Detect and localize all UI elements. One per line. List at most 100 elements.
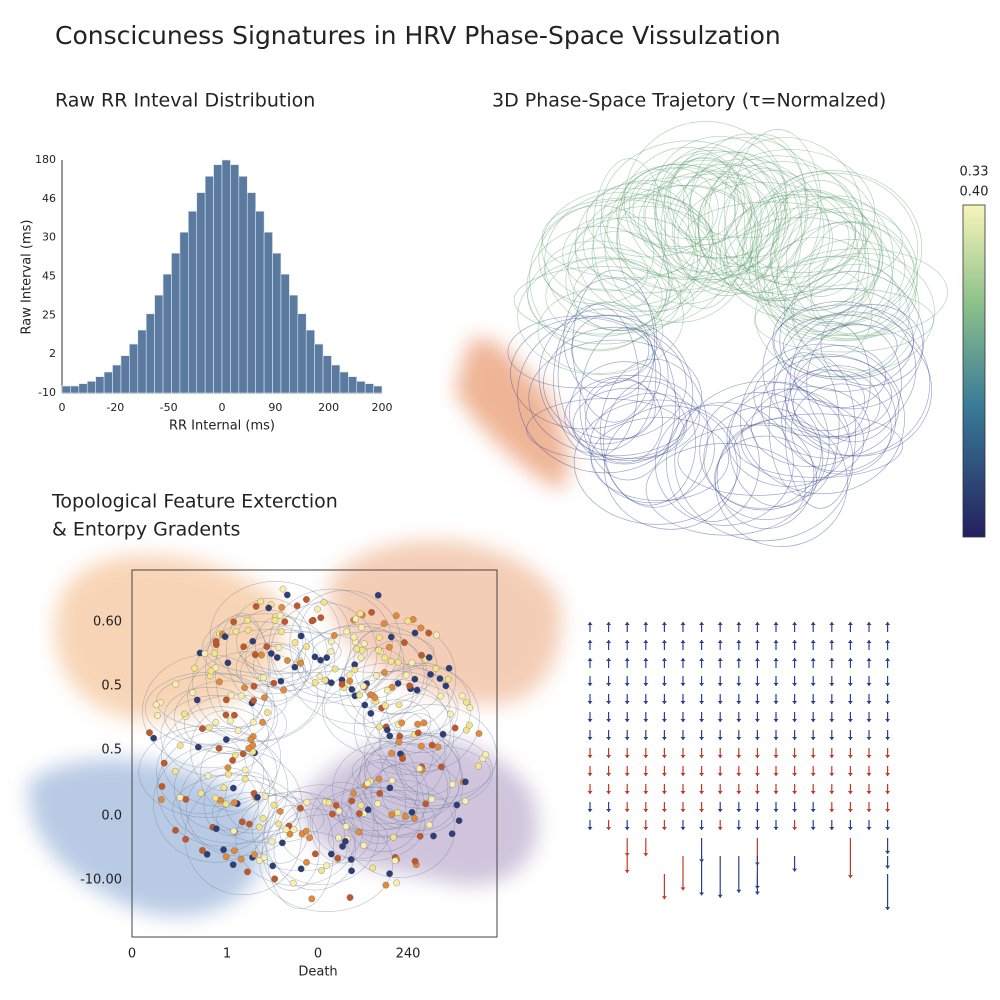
point bbox=[375, 723, 383, 731]
bar bbox=[70, 385, 80, 394]
point bbox=[444, 675, 452, 683]
point bbox=[376, 790, 384, 797]
trajectory-loop bbox=[654, 402, 794, 526]
point bbox=[252, 603, 260, 610]
x-axis-label: Death bbox=[298, 965, 337, 980]
point bbox=[245, 745, 253, 752]
arrow-head bbox=[643, 719, 649, 722]
arrow-head bbox=[606, 719, 612, 722]
trajectory-loop bbox=[590, 416, 730, 502]
point bbox=[194, 743, 202, 751]
point bbox=[428, 741, 436, 749]
ring-loop bbox=[240, 631, 369, 674]
point bbox=[303, 798, 311, 806]
arrow-head bbox=[680, 791, 686, 794]
trajectory-loop bbox=[749, 172, 919, 325]
arrow-head bbox=[736, 719, 742, 722]
arrow-head bbox=[866, 737, 872, 740]
arrow-head bbox=[885, 791, 891, 794]
trajectory-loop bbox=[572, 269, 656, 423]
point bbox=[230, 799, 238, 806]
trajectory-loop bbox=[776, 221, 918, 341]
arrow-head bbox=[754, 658, 760, 661]
x-tick-label: -20 bbox=[106, 401, 124, 414]
arrow-head bbox=[810, 773, 816, 776]
point bbox=[317, 656, 324, 664]
arrow-head bbox=[699, 791, 705, 794]
point bbox=[293, 602, 301, 610]
point bbox=[375, 646, 382, 654]
point bbox=[254, 794, 261, 801]
arrow-head bbox=[866, 719, 872, 722]
arrow-head bbox=[587, 773, 593, 776]
trajectory-loop bbox=[638, 170, 789, 274]
point bbox=[346, 894, 354, 901]
arrow-head bbox=[792, 755, 798, 758]
arrow-head bbox=[847, 701, 853, 704]
arrow-head bbox=[792, 791, 798, 794]
trajectory-loop bbox=[673, 176, 778, 292]
trajectory-loop bbox=[565, 230, 673, 331]
arrow-head bbox=[847, 737, 853, 740]
point bbox=[396, 732, 404, 740]
point bbox=[225, 770, 232, 778]
blob bbox=[455, 338, 569, 490]
arrow-head bbox=[717, 894, 723, 898]
point bbox=[445, 664, 453, 672]
arrow-head bbox=[866, 658, 872, 661]
point bbox=[338, 680, 346, 688]
bar bbox=[272, 252, 282, 394]
arrow-head bbox=[885, 701, 891, 704]
point bbox=[416, 832, 424, 840]
point bbox=[433, 631, 440, 639]
arrow-head bbox=[680, 887, 686, 891]
arrow-head bbox=[885, 683, 891, 686]
ring-loop bbox=[370, 763, 429, 829]
arrow-head bbox=[810, 640, 816, 643]
trajectory-loop bbox=[660, 153, 746, 309]
point bbox=[312, 850, 319, 858]
ring-loop bbox=[309, 781, 375, 864]
point bbox=[414, 729, 422, 737]
trajectory-loop bbox=[575, 182, 702, 313]
arrow-head bbox=[717, 719, 723, 722]
arrow-head bbox=[773, 809, 779, 812]
arrow-head bbox=[885, 773, 891, 776]
arrow-head bbox=[680, 719, 686, 722]
point bbox=[222, 696, 230, 704]
arrow-head bbox=[717, 755, 723, 758]
point bbox=[193, 696, 201, 704]
point bbox=[394, 658, 402, 666]
point bbox=[353, 645, 361, 653]
trajectory-loop bbox=[586, 180, 714, 258]
arrow-head bbox=[661, 640, 667, 643]
arrow-head bbox=[885, 719, 891, 722]
trajectory-loop bbox=[654, 157, 752, 273]
point bbox=[427, 671, 434, 678]
arrow-head bbox=[624, 701, 630, 704]
point bbox=[437, 692, 444, 700]
point bbox=[394, 809, 402, 816]
arrow-head bbox=[606, 683, 612, 686]
arrow-head bbox=[773, 791, 779, 794]
arrow-head bbox=[754, 773, 760, 776]
arrow-head bbox=[699, 773, 705, 776]
trajectory-loop bbox=[528, 339, 703, 457]
point bbox=[357, 654, 365, 662]
trajectory-loop bbox=[664, 164, 825, 294]
x-tick-label: -50 bbox=[160, 401, 178, 414]
arrow-head bbox=[829, 683, 835, 686]
arrow-head bbox=[606, 622, 612, 625]
point bbox=[398, 719, 406, 727]
arrow-head bbox=[643, 683, 649, 686]
point bbox=[314, 605, 321, 613]
point bbox=[302, 827, 310, 835]
point bbox=[411, 815, 418, 822]
trajectory-loop bbox=[621, 160, 787, 241]
arrow-head bbox=[661, 809, 667, 812]
trajectory-loop bbox=[728, 381, 830, 507]
point bbox=[350, 790, 358, 797]
trajectory-loop bbox=[781, 365, 897, 472]
point bbox=[270, 801, 278, 809]
point bbox=[280, 686, 287, 694]
